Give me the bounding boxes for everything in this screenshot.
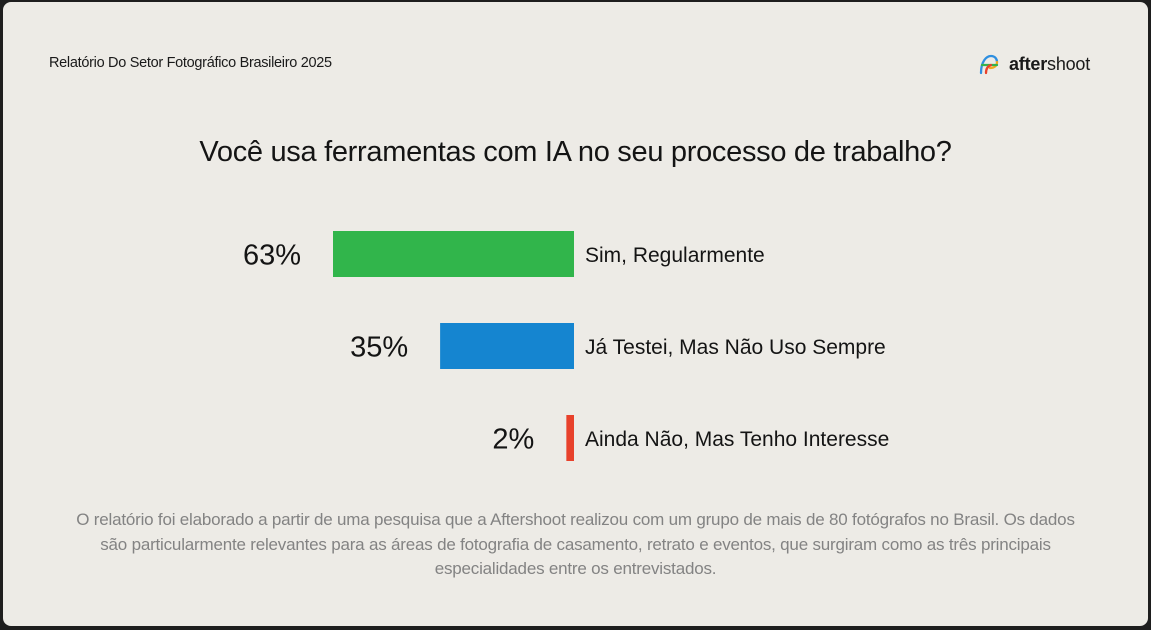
brand-name: aftershoot [1009,54,1090,75]
chart-title: Você usa ferramentas com IA no seu proce… [199,136,952,168]
report-title: Relatório Do Setor Fotográfico Brasileir… [49,55,332,71]
brand-name-bold: after [1009,53,1048,74]
category-label-1: Sim, Regularmente [585,244,765,267]
aftershoot-logo-icon [979,54,999,75]
category-label-3: Ainda Não, Mas Tenho Interesse [585,428,889,451]
bar-3 [566,415,574,461]
footnote: O relatório foi elaborado a partir de um… [76,510,1075,578]
bar-chart: 63% Sim, Regularmente 35% Já Testei, Mas Nã… [243,231,889,461]
value-label-2: 35% [350,332,408,364]
category-label-2: Já Testei, Mas Não Uso Sempre [585,336,886,359]
report-card: Relatório Do Setor Fotográfico Brasileir… [3,2,1148,626]
bar-1 [333,231,574,277]
value-label-3: 2% [492,424,534,456]
brand: aftershoot [978,51,1090,77]
bar-2 [440,323,574,369]
brand-name-regular: shoot [1047,53,1091,74]
value-label-1: 63% [243,240,301,272]
